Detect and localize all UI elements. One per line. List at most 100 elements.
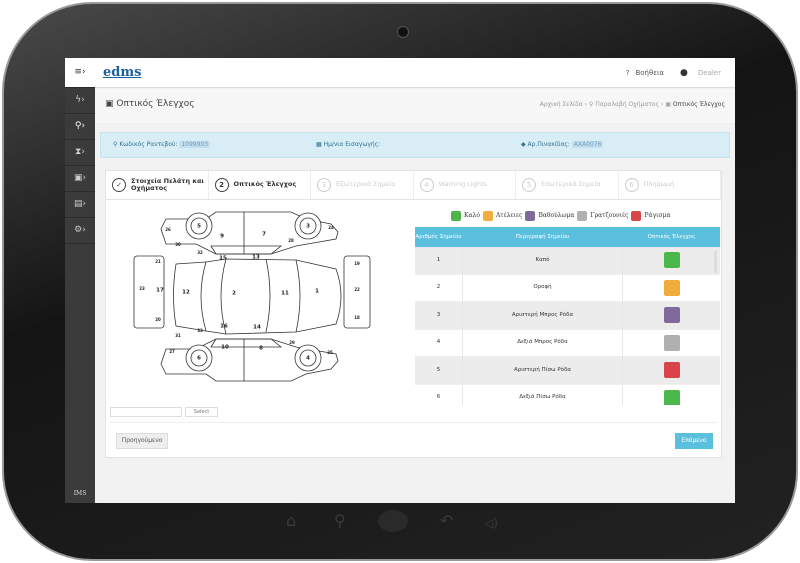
status-color-button[interactable] bbox=[663, 307, 680, 324]
wizard-panel: ✓ Στοιχεία Πελάτη και Οχήματος 2 Οπτικός Έλ… bbox=[105, 170, 722, 458]
diagram-point-label[interactable]: 2 bbox=[232, 291, 236, 297]
ims-logo: IMS bbox=[73, 490, 87, 497]
diagram-point-label[interactable]: 21 bbox=[155, 259, 161, 264]
user-menu[interactable]: ● Dealer bbox=[680, 67, 721, 78]
image-icon: ▣ bbox=[665, 101, 671, 108]
step-label: Εξωτερικά Σημεία bbox=[336, 180, 396, 189]
next-button[interactable]: Επόμενο bbox=[675, 433, 713, 449]
wizard-step-4[interactable]: 4 Warning Lights bbox=[414, 171, 516, 199]
car-rear-view bbox=[133, 255, 165, 329]
wizard-step-5[interactable]: 5 Εσωτερικά Σημεία bbox=[516, 171, 619, 199]
car-icon: ◆ bbox=[521, 141, 526, 148]
search-icon[interactable]: ⚲ bbox=[334, 511, 346, 530]
diagram-point-label[interactable]: 16 bbox=[220, 324, 228, 330]
sidebar: ≡› ϟ› ⚲› ⧗› ▣› ▤› ⚙› IMS bbox=[65, 58, 95, 503]
diagram-point-label[interactable]: 30 bbox=[175, 242, 181, 247]
diagram-point-label[interactable]: 12 bbox=[182, 290, 190, 296]
legend-label: Βαθούλωμα bbox=[538, 212, 575, 219]
point-number: 5 bbox=[436, 366, 441, 373]
legend-swatch bbox=[577, 211, 588, 221]
sidebar-item-hourglass[interactable]: ⧗› bbox=[65, 140, 95, 166]
point-number: 4 bbox=[436, 339, 441, 345]
sidebar-item-location[interactable]: ⚲› bbox=[65, 114, 95, 140]
diagram-point-label[interactable]: 1 bbox=[315, 289, 319, 295]
diagram-point-label[interactable]: 25 bbox=[327, 350, 333, 355]
sidebar-item-settings[interactable]: ⚙› bbox=[65, 218, 95, 244]
diagram-point-label[interactable]: 32 bbox=[197, 250, 203, 255]
points-table: Αριθμός Σημείου Περιγραφή Σημείου Οπτικό… bbox=[415, 227, 720, 405]
diagram-point-label[interactable]: 18 bbox=[354, 315, 360, 320]
volume-icon[interactable]: ◁) bbox=[484, 516, 498, 530]
step-number: 5 bbox=[522, 178, 536, 192]
diagram-point-label[interactable]: 28 bbox=[288, 238, 294, 243]
status-color-button[interactable] bbox=[663, 334, 680, 351]
header-point-number: Αριθμός Σημείου bbox=[415, 233, 462, 240]
status-color-button[interactable] bbox=[663, 362, 680, 379]
diagram-point-label[interactable]: 6 bbox=[197, 356, 201, 362]
wizard-step-6[interactable]: 6 Πληρωμή bbox=[619, 171, 721, 199]
sidebar-item-building[interactable]: ▣› bbox=[65, 166, 95, 192]
wizard-step-1[interactable]: ✓ Στοιχεία Πελάτη και Οχήματος bbox=[106, 171, 209, 199]
diagram-point-label[interactable]: 9 bbox=[220, 234, 224, 240]
point-description: Αριστερή Πίσω Ρόδα bbox=[462, 357, 623, 384]
diagram-point-label[interactable]: 10 bbox=[221, 345, 229, 351]
step-number: 2 bbox=[214, 178, 229, 192]
diagram-point-label[interactable]: 7 bbox=[262, 232, 266, 238]
diagram-point-label[interactable]: 23 bbox=[139, 286, 145, 291]
diagram-point-label[interactable]: 3 bbox=[306, 224, 310, 230]
diagram-point-label[interactable]: 11 bbox=[281, 291, 289, 297]
wheel-hub bbox=[299, 349, 317, 367]
home-icon[interactable]: ⌂ bbox=[286, 511, 297, 530]
title-row: ▣ Οπτικός Έλεγχος Αρχική Σελίδα › ⚲ Παρα… bbox=[95, 89, 735, 124]
sidebar-item-reports[interactable]: ▤› bbox=[65, 192, 95, 218]
diagram-point-label[interactable]: 4 bbox=[306, 356, 310, 362]
point-description: Αριστερή Μπρος Ρόδα bbox=[462, 302, 623, 329]
select-input[interactable] bbox=[110, 407, 182, 417]
back-icon[interactable]: ↶ bbox=[440, 511, 454, 530]
wizard-steps: ✓ Στοιχεία Πελάτη και Οχήματος 2 Οπτικός Έλ… bbox=[106, 171, 721, 200]
table-scrollbar[interactable] bbox=[714, 251, 717, 273]
diagram-point-label[interactable]: 15 bbox=[219, 256, 227, 262]
breadcrumb: Αρχική Σελίδα › ⚲ Παραλαβή Οχήματος › ▣ … bbox=[539, 101, 725, 108]
diagram-point-label[interactable]: 27 bbox=[169, 349, 175, 354]
diagram-point-label[interactable]: 24 bbox=[328, 225, 334, 230]
point-description: Οροφή bbox=[462, 274, 623, 301]
status-color-button[interactable] bbox=[663, 279, 680, 296]
legend: Καλό Ατέλειες Βαθούλωμα Γρατζουνιές Ράγισμα bbox=[451, 211, 671, 221]
diagram-point-label[interactable]: 13 bbox=[252, 255, 260, 261]
menu-toggle-icon[interactable]: ≡› bbox=[65, 58, 95, 88]
diagram-point-label[interactable]: 5 bbox=[197, 224, 201, 230]
wizard-step-2[interactable]: 2 Οπτικός Έλεγχος bbox=[209, 171, 311, 199]
question-icon: ? bbox=[625, 68, 630, 77]
select-row: Select bbox=[110, 407, 218, 417]
diagram-point-label[interactable]: 29 bbox=[289, 340, 295, 345]
diagram-point-label[interactable]: 20 bbox=[155, 317, 161, 322]
wizard-step-3[interactable]: 3 Εξωτερικά Σημεία bbox=[311, 171, 414, 199]
step-number: 3 bbox=[317, 178, 331, 192]
previous-button[interactable]: Προηγούμενο bbox=[116, 433, 168, 449]
select-button[interactable]: Select bbox=[185, 407, 218, 417]
status-color-button[interactable] bbox=[663, 252, 680, 269]
diagram-point-label[interactable]: 14 bbox=[253, 325, 261, 331]
point-number: 3 bbox=[436, 311, 441, 318]
diagram-point-label[interactable]: 19 bbox=[354, 261, 360, 266]
diagram-point-label[interactable]: 33 bbox=[197, 328, 203, 333]
breadcrumb-reception[interactable]: Παραλαβή Οχήματος bbox=[595, 101, 660, 108]
diagram-point-label[interactable]: 26 bbox=[165, 227, 171, 232]
point-description: Δεξιά Πίσω Ρόδα bbox=[462, 384, 623, 405]
car-windows bbox=[210, 212, 283, 381]
point-number: 1 bbox=[436, 256, 441, 263]
breadcrumb-home[interactable]: Αρχική Σελίδα bbox=[539, 101, 583, 108]
table-row: 4 Δεξιά Μπρος Ρόδα bbox=[415, 329, 720, 357]
diagram-point-label[interactable]: 22 bbox=[354, 287, 360, 292]
diagram-point-label[interactable]: 8 bbox=[259, 346, 263, 352]
sidebar-item-flash[interactable]: ϟ› bbox=[65, 88, 95, 114]
logo[interactable]: edms bbox=[103, 65, 142, 80]
diagram-point-label[interactable]: 17 bbox=[156, 288, 164, 294]
help-link[interactable]: ? Βοήθεια bbox=[625, 68, 665, 77]
diagram-point-label[interactable]: 31 bbox=[175, 333, 181, 338]
home-button[interactable] bbox=[378, 510, 408, 532]
status-color-button[interactable] bbox=[663, 389, 680, 405]
legend-swatch bbox=[631, 211, 642, 221]
